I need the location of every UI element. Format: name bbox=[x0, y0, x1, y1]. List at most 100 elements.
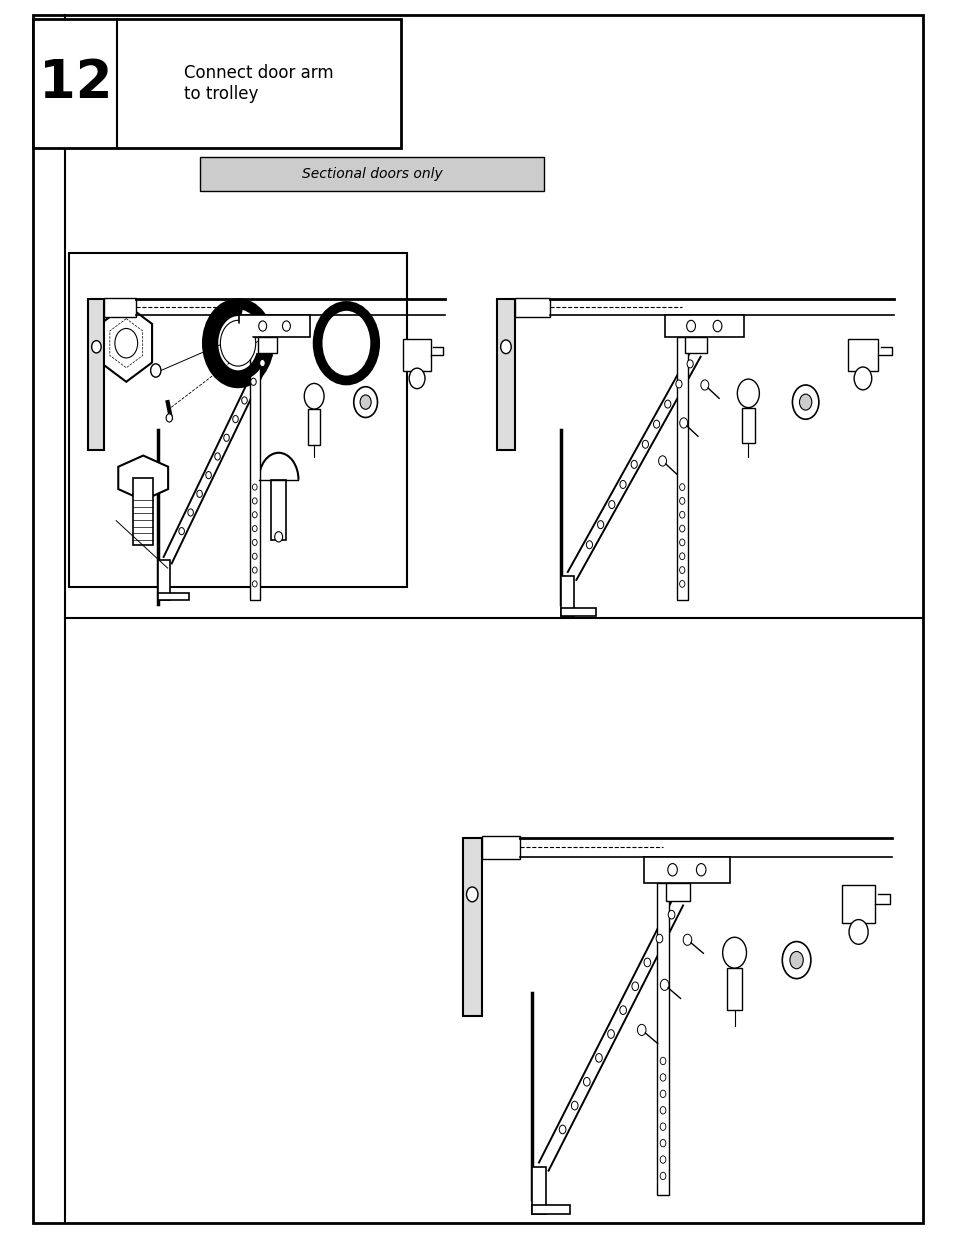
Polygon shape bbox=[118, 456, 168, 500]
Circle shape bbox=[597, 521, 603, 529]
Text: Sectional doors only: Sectional doors only bbox=[301, 167, 442, 182]
Circle shape bbox=[656, 934, 662, 942]
Bar bbox=[250, 337, 259, 600]
Bar bbox=[33, 19, 400, 148]
Circle shape bbox=[679, 511, 684, 519]
Bar bbox=[403, 338, 431, 370]
Bar bbox=[497, 299, 515, 450]
Bar bbox=[560, 576, 574, 615]
Circle shape bbox=[679, 498, 684, 504]
Circle shape bbox=[712, 320, 721, 332]
Circle shape bbox=[659, 1172, 665, 1179]
Circle shape bbox=[643, 958, 650, 967]
Circle shape bbox=[686, 359, 693, 368]
Circle shape bbox=[667, 863, 677, 876]
Circle shape bbox=[653, 420, 659, 429]
Circle shape bbox=[686, 320, 695, 332]
Circle shape bbox=[781, 941, 810, 978]
Circle shape bbox=[253, 540, 257, 546]
Circle shape bbox=[304, 383, 324, 409]
Bar bbox=[846, 338, 878, 370]
Circle shape bbox=[583, 1077, 590, 1086]
Circle shape bbox=[224, 435, 229, 441]
Circle shape bbox=[253, 511, 257, 517]
Circle shape bbox=[679, 484, 684, 490]
Circle shape bbox=[178, 527, 184, 535]
Circle shape bbox=[206, 472, 212, 479]
Circle shape bbox=[658, 456, 666, 466]
Bar bbox=[684, 337, 706, 353]
Bar bbox=[104, 298, 136, 316]
Circle shape bbox=[220, 320, 255, 366]
Bar bbox=[560, 609, 596, 615]
Bar bbox=[532, 1167, 546, 1214]
Circle shape bbox=[282, 321, 290, 331]
Bar bbox=[726, 968, 741, 1010]
Circle shape bbox=[253, 484, 257, 490]
Bar bbox=[657, 883, 668, 1194]
Circle shape bbox=[251, 378, 256, 385]
Circle shape bbox=[253, 580, 257, 587]
Bar bbox=[238, 315, 310, 337]
Circle shape bbox=[789, 951, 802, 968]
Circle shape bbox=[317, 306, 375, 380]
Circle shape bbox=[114, 329, 137, 358]
Bar bbox=[69, 253, 407, 587]
Circle shape bbox=[233, 415, 238, 422]
Circle shape bbox=[607, 1030, 614, 1039]
Bar bbox=[89, 299, 104, 450]
Circle shape bbox=[679, 553, 684, 559]
Bar bbox=[515, 298, 550, 316]
Bar bbox=[532, 1205, 570, 1214]
Bar bbox=[643, 857, 729, 883]
Circle shape bbox=[679, 417, 687, 429]
Circle shape bbox=[682, 934, 691, 945]
Circle shape bbox=[253, 553, 257, 559]
Circle shape bbox=[331, 324, 361, 363]
Circle shape bbox=[679, 567, 684, 573]
Circle shape bbox=[853, 367, 871, 390]
Circle shape bbox=[792, 385, 818, 419]
Circle shape bbox=[196, 490, 202, 498]
Circle shape bbox=[208, 304, 268, 383]
Circle shape bbox=[679, 525, 684, 532]
Circle shape bbox=[679, 580, 684, 588]
Circle shape bbox=[214, 453, 220, 461]
Circle shape bbox=[631, 982, 638, 990]
Circle shape bbox=[571, 1102, 578, 1110]
Circle shape bbox=[409, 368, 424, 389]
Circle shape bbox=[354, 387, 377, 417]
Bar bbox=[664, 315, 743, 337]
Bar bbox=[676, 337, 687, 600]
Bar bbox=[308, 409, 320, 445]
Bar bbox=[271, 479, 286, 540]
Circle shape bbox=[631, 461, 637, 468]
Circle shape bbox=[721, 937, 745, 968]
Bar bbox=[841, 885, 875, 923]
Circle shape bbox=[241, 396, 247, 404]
Circle shape bbox=[700, 380, 708, 390]
Circle shape bbox=[91, 341, 101, 353]
Bar bbox=[741, 408, 754, 443]
Circle shape bbox=[558, 1125, 565, 1134]
Bar bbox=[157, 593, 190, 600]
Circle shape bbox=[223, 324, 253, 363]
Circle shape bbox=[667, 910, 674, 919]
Circle shape bbox=[608, 500, 615, 509]
Circle shape bbox=[799, 394, 811, 410]
Circle shape bbox=[619, 1005, 626, 1014]
Bar bbox=[257, 337, 277, 353]
Circle shape bbox=[659, 1123, 665, 1130]
Circle shape bbox=[274, 532, 282, 542]
Circle shape bbox=[253, 526, 257, 531]
Bar bbox=[481, 836, 519, 858]
Circle shape bbox=[659, 1156, 665, 1163]
Bar bbox=[157, 561, 170, 600]
Circle shape bbox=[641, 440, 648, 448]
Circle shape bbox=[659, 1140, 665, 1147]
Circle shape bbox=[500, 340, 511, 353]
Bar bbox=[133, 478, 153, 545]
Circle shape bbox=[619, 480, 625, 489]
Circle shape bbox=[659, 1107, 665, 1114]
Circle shape bbox=[848, 920, 867, 945]
